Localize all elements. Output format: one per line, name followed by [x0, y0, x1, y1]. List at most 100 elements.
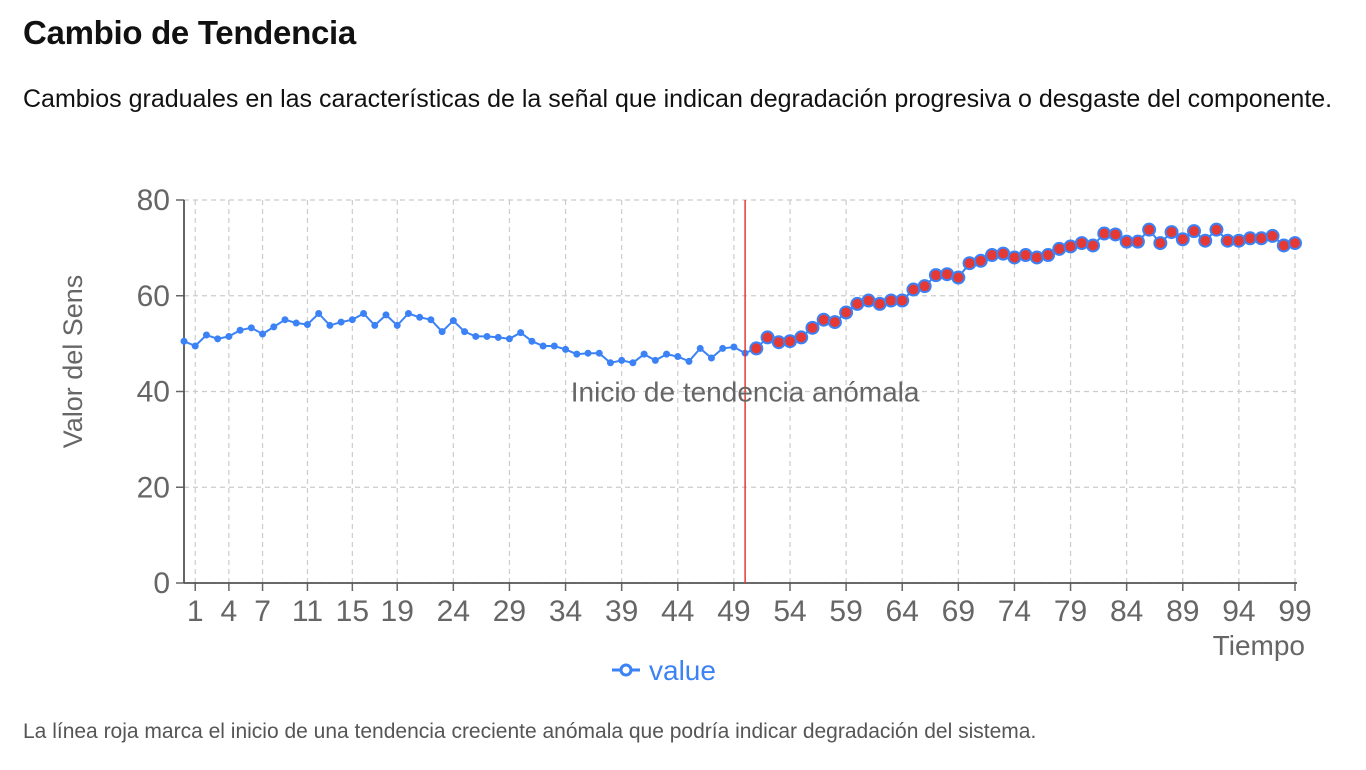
x-tick-label: 74: [998, 595, 1031, 628]
anomaly-point: [861, 293, 876, 308]
x-tick-label: 89: [1166, 595, 1199, 628]
data-point: [427, 316, 435, 324]
data-point: [494, 333, 502, 341]
anomaly-point: [771, 335, 786, 350]
data-point: [202, 331, 210, 339]
y-tick-label: 80: [137, 184, 170, 217]
data-point: [472, 332, 480, 340]
data-point: [393, 321, 401, 329]
anomaly-annotation: Inicio de tendencia anómala: [571, 377, 920, 408]
y-tick-label: 40: [137, 376, 170, 409]
data-point: [236, 326, 244, 334]
x-tick-label: 84: [1110, 595, 1143, 628]
anomaly-point: [1231, 233, 1246, 248]
page-title: Cambio de Tendencia: [23, 14, 356, 51]
data-point: [337, 318, 345, 326]
data-point: [292, 319, 300, 327]
anomaly-point: [917, 279, 932, 294]
data-point: [595, 349, 603, 357]
x-tick-label: 15: [336, 595, 369, 628]
anomaly-point: [1130, 234, 1145, 249]
x-tick-label: 19: [381, 595, 414, 628]
data-point: [382, 311, 390, 319]
anomaly-point: [884, 293, 898, 308]
anomaly-point: [1276, 238, 1291, 253]
data-point: [180, 337, 188, 345]
x-tick-label: 1: [187, 595, 204, 628]
x-tick-label: 79: [1054, 595, 1087, 628]
x-tick-label: 54: [773, 595, 806, 628]
anomaly-point: [1220, 233, 1235, 248]
anomaly-point: [1198, 233, 1213, 248]
anomaly-point: [973, 253, 988, 268]
data-point: [326, 321, 334, 329]
anomaly-point: [783, 334, 797, 349]
axes: 0 20 40 60 80 1 4 7 11 15 19 24 29 34 39 44 49 54 59 64 69 74…: [137, 184, 1312, 628]
data-point: [663, 350, 671, 358]
x-tick-label: 64: [886, 595, 919, 628]
anomaly-point: [1041, 248, 1056, 263]
y-tick-label: 20: [137, 471, 170, 504]
anomaly-point: [816, 312, 831, 327]
data-point: [371, 321, 379, 329]
data-point: [270, 323, 278, 331]
x-tick-label: 7: [254, 595, 271, 628]
anomaly-point: [1243, 231, 1258, 246]
anomaly-point: [940, 267, 955, 282]
anomaly-point: [805, 320, 820, 335]
data-point: [247, 324, 255, 332]
data-point: [730, 343, 738, 351]
data-point: [281, 316, 289, 324]
data-point: [259, 330, 267, 338]
x-tick-label: 39: [605, 595, 638, 628]
data-point: [483, 332, 491, 340]
y-tick-label: 60: [137, 280, 170, 313]
x-tick-label: 69: [942, 595, 975, 628]
anomaly-point: [906, 282, 921, 297]
anomaly-point: [749, 341, 764, 356]
y-tick-label: 0: [153, 567, 170, 600]
data-point: [461, 328, 469, 336]
data-point: [562, 345, 570, 353]
data-point: [505, 335, 513, 343]
x-tick-label: 59: [829, 595, 862, 628]
legend[interactable]: value: [612, 655, 716, 686]
data-point: [438, 328, 446, 336]
data-point: [707, 354, 715, 362]
data-point: [584, 349, 592, 357]
anomaly-point: [962, 256, 977, 271]
anomaly-point: [1074, 236, 1089, 251]
data-point: [640, 350, 648, 358]
anomaly-point: [1097, 226, 1112, 241]
anomaly-point: [928, 268, 943, 283]
trend-chart: 0 20 40 60 80 1 4 7 11 15 19 24 29 34 39 44 49 54 59 64 69 74…: [58, 184, 1312, 686]
data-point: [404, 309, 412, 317]
anomaly-point: [827, 315, 842, 330]
anomaly-point: [1288, 236, 1302, 251]
data-point: [651, 356, 659, 364]
data-point: [303, 320, 311, 328]
data-point: [719, 344, 727, 352]
anomaly-point: [839, 305, 854, 320]
x-tick-label: 29: [493, 595, 526, 628]
anomaly-point: [1265, 228, 1280, 243]
anomaly-point: [1187, 224, 1201, 239]
data-point: [550, 342, 558, 350]
y-axis-title: Valor del Sens: [58, 275, 88, 449]
anomaly-point: [1052, 241, 1067, 256]
x-tick-label: 99: [1278, 595, 1311, 628]
anomaly-point: [895, 293, 910, 308]
page-description: Cambios graduales en las características…: [23, 85, 1333, 113]
data-point: [528, 337, 536, 345]
data-point: [696, 344, 704, 352]
anomaly-point: [951, 270, 966, 285]
anomaly-point: [850, 296, 865, 311]
legend-marker: [619, 663, 633, 677]
anomaly-point: [1086, 238, 1100, 253]
data-point: [416, 313, 424, 321]
data-point: [225, 332, 233, 340]
grid: [184, 199, 1296, 584]
anomaly-point: [996, 246, 1011, 261]
anomaly-point: [1175, 232, 1190, 247]
